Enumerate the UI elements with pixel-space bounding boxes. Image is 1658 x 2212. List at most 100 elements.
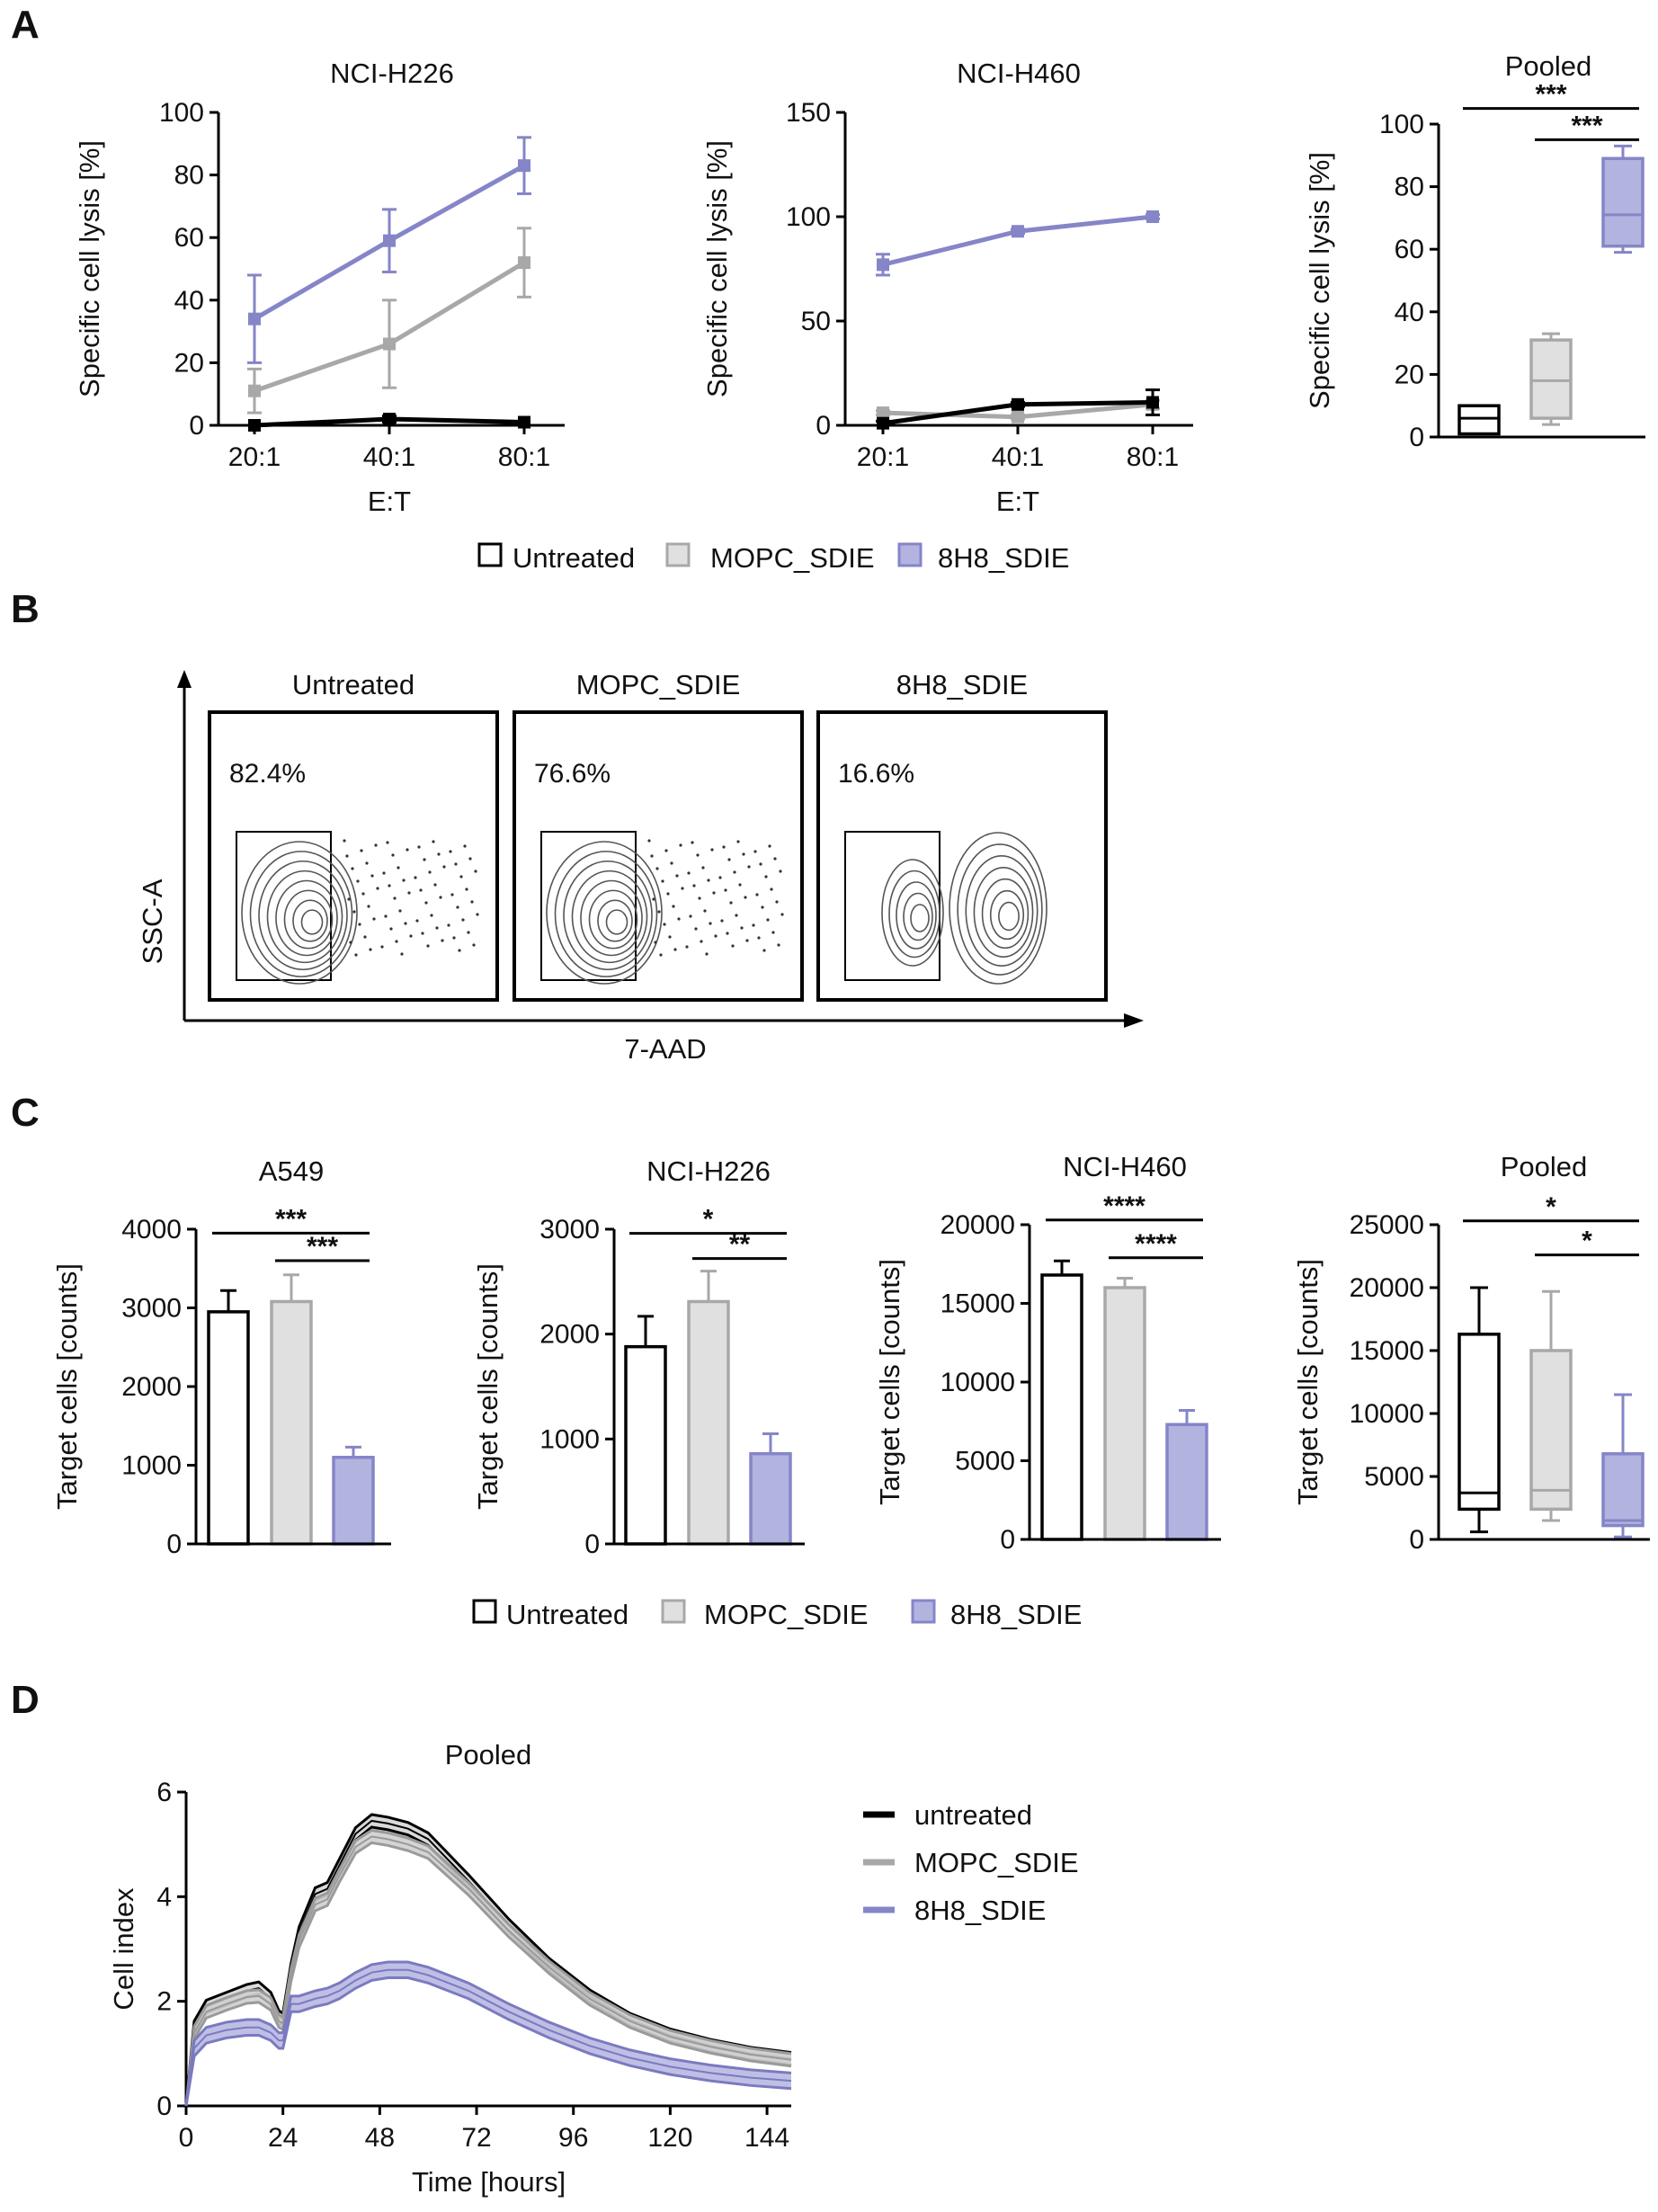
chart-d1-upper-line-8h8-sdie [184, 1960, 792, 2107]
legend-c-label-mopc: MOPC_SDIE [704, 1599, 869, 1630]
flow-event-dot-untreated [386, 841, 389, 844]
flow-event-dot-untreated [421, 932, 424, 935]
legend-a-swatch-8h8 [897, 542, 923, 567]
flow-event-dot-mopc-sdie [703, 909, 707, 913]
chart-a1-x-tick-label: 20:1 [228, 442, 281, 472]
flow-event-dot-mopc-sdie [710, 848, 714, 852]
flow-contour-mopc-sdie [580, 879, 643, 957]
chart-d1-title: Pooled [445, 1739, 532, 1770]
flow-event-dot-mopc-sdie [668, 935, 672, 939]
legend-c-swatch-8h8 [911, 1599, 936, 1624]
flow-event-dot-untreated [472, 943, 476, 947]
flow-event-dot-untreated [439, 896, 442, 899]
chart-d1-mean-line-8h8-sdie [185, 1968, 792, 2107]
flow-event-dot-untreated [360, 849, 363, 852]
chart-d1-y-tick-label: 4 [156, 1882, 172, 1912]
flow-contour-mopc-sdie [605, 909, 628, 935]
flow-event-dot-untreated [404, 922, 407, 925]
flow-event-dot-mopc-sdie [729, 901, 733, 905]
chart-c1-sig-label-0: *** [275, 1204, 307, 1234]
chart-a2-title: NCI-H460 [957, 58, 1081, 89]
flow-gate-untreated [236, 831, 332, 981]
flow-event-dot-mopc-sdie [664, 849, 668, 852]
chart-c-a549: 0 1000 2000 3000 4000 Target cells [counts] A5… [51, 1155, 391, 1559]
flow-event-dot-untreated [476, 913, 479, 916]
flow-gate-mopc-sdie [540, 831, 637, 981]
flow-title-untreated: Untreated [292, 669, 414, 700]
flow-event-dot-mopc-sdie [712, 891, 716, 895]
chart-a1-point-8h8-sdie [518, 159, 530, 173]
chart-c1-y-tick-label: 4000 [121, 1215, 182, 1244]
flow-event-dot-mopc-sdie [654, 941, 657, 944]
flow-event-dot-mopc-sdie [718, 876, 722, 879]
flow-contour-mopc-sdie [546, 841, 663, 985]
flow-event-dot-untreated [397, 866, 400, 870]
chart-a2-y-tick-label: 50 [801, 307, 831, 336]
chart-c4-y-tick-label: 10000 [1350, 1399, 1424, 1429]
flow-event-dot-untreated [414, 876, 417, 879]
flow-event-dot-untreated [435, 926, 439, 930]
chart-c3-bar-untreated [1040, 1273, 1083, 1541]
flow-contour-mopc-sdie [571, 870, 648, 964]
flow-event-dot-mopc-sdie [663, 923, 666, 926]
flow-event-dot-untreated [441, 939, 444, 942]
flow-event-dot-mopc-sdie [740, 926, 744, 930]
flow-contour-8h8-sdie [998, 901, 1020, 932]
chart-a1-point-mopc-sdie [248, 384, 261, 397]
panel-b-y-arrow-icon [177, 670, 192, 688]
chart-c3-bar-8h8-sdie [1165, 1423, 1208, 1541]
legend-d-label-8h8: 8H8_SDIE [914, 1895, 1046, 1926]
chart-d1-x-tick-label: 96 [558, 2123, 588, 2153]
flow-contour-8h8-sdie [910, 904, 930, 932]
chart-a2-point-mopc-sdie [877, 406, 889, 420]
flow-event-dot-mopc-sdie [659, 953, 663, 957]
flow-event-dot-mopc-sdie [771, 931, 775, 934]
chart-c2-y-tick-label: 2000 [539, 1320, 600, 1350]
chart-c4-sig-label-1: * [1582, 1226, 1592, 1256]
chart-c4-sig-label-0: * [1546, 1192, 1556, 1222]
chart-c2-sig-label-0: * [703, 1205, 714, 1235]
chart-c1-title: A549 [259, 1155, 324, 1187]
flow-contour-untreated [249, 851, 353, 977]
flow-contour-8h8-sdie [957, 843, 1043, 976]
flow-plot-mopc-sdie [513, 710, 804, 1002]
flow-event-dot-untreated [351, 867, 354, 870]
panel-b-x-arrow-icon [1124, 1013, 1144, 1028]
flow-event-dot-mopc-sdie [735, 914, 738, 917]
flow-percent-untreated: 82.4% [229, 759, 306, 789]
chart-c2-title: NCI-H226 [646, 1155, 771, 1187]
flow-event-dot-mopc-sdie [752, 923, 755, 927]
chart-a2-x-label: E:T [996, 486, 1039, 517]
flow-event-dot-untreated [391, 853, 395, 857]
flow-contour-untreated [275, 879, 338, 957]
flow-event-dot-mopc-sdie [675, 874, 679, 878]
legend-d: untreated MOPC_SDIE 8H8_SDIE [863, 1799, 1079, 1926]
chart-a3-title: Pooled [1505, 50, 1592, 82]
chart-a1-y-tick-label: 0 [189, 411, 204, 441]
flow-event-dot-untreated [389, 927, 393, 931]
chart-a3-box-8h8-sdie [1601, 156, 1645, 248]
flow-event-dot-mopc-sdie [698, 896, 701, 900]
chart-a2-y-tick-label: 0 [816, 411, 831, 441]
flow-event-dot-untreated [343, 839, 346, 843]
chart-a3-box-mopc-sdie [1529, 338, 1573, 420]
chart-c3-bar-mopc-sdie [1103, 1286, 1146, 1541]
chart-a1-y-tick-label: 20 [174, 348, 204, 378]
flow-event-dot-mopc-sdie [736, 840, 740, 843]
chart-a-nci-h460: 0 50 100 150 Specific cell lysis [%] NCI-H460… [701, 58, 1193, 517]
flow-contour-untreated [266, 870, 343, 964]
flow-event-dot-untreated [409, 934, 413, 938]
chart-c1-y-tick-label: 3000 [121, 1294, 182, 1324]
chart-a2-point-8h8-sdie [1146, 210, 1159, 223]
chart-a2-point-mopc-sdie [1012, 410, 1024, 424]
flow-event-dot-untreated [406, 848, 409, 852]
flow-event-dot-mopc-sdie [691, 841, 694, 844]
flow-event-dot-untreated [428, 870, 432, 874]
chart-d1-x-label: Time [hours] [412, 2166, 566, 2198]
flow-contour-8h8-sdie [965, 855, 1038, 967]
flow-event-dot-untreated [468, 857, 472, 861]
flow-event-dot-mopc-sdie [764, 875, 768, 879]
flow-event-dot-mopc-sdie [742, 852, 745, 856]
chart-c3-title: NCI-H460 [1063, 1151, 1187, 1182]
flow-event-dot-untreated [407, 891, 411, 895]
